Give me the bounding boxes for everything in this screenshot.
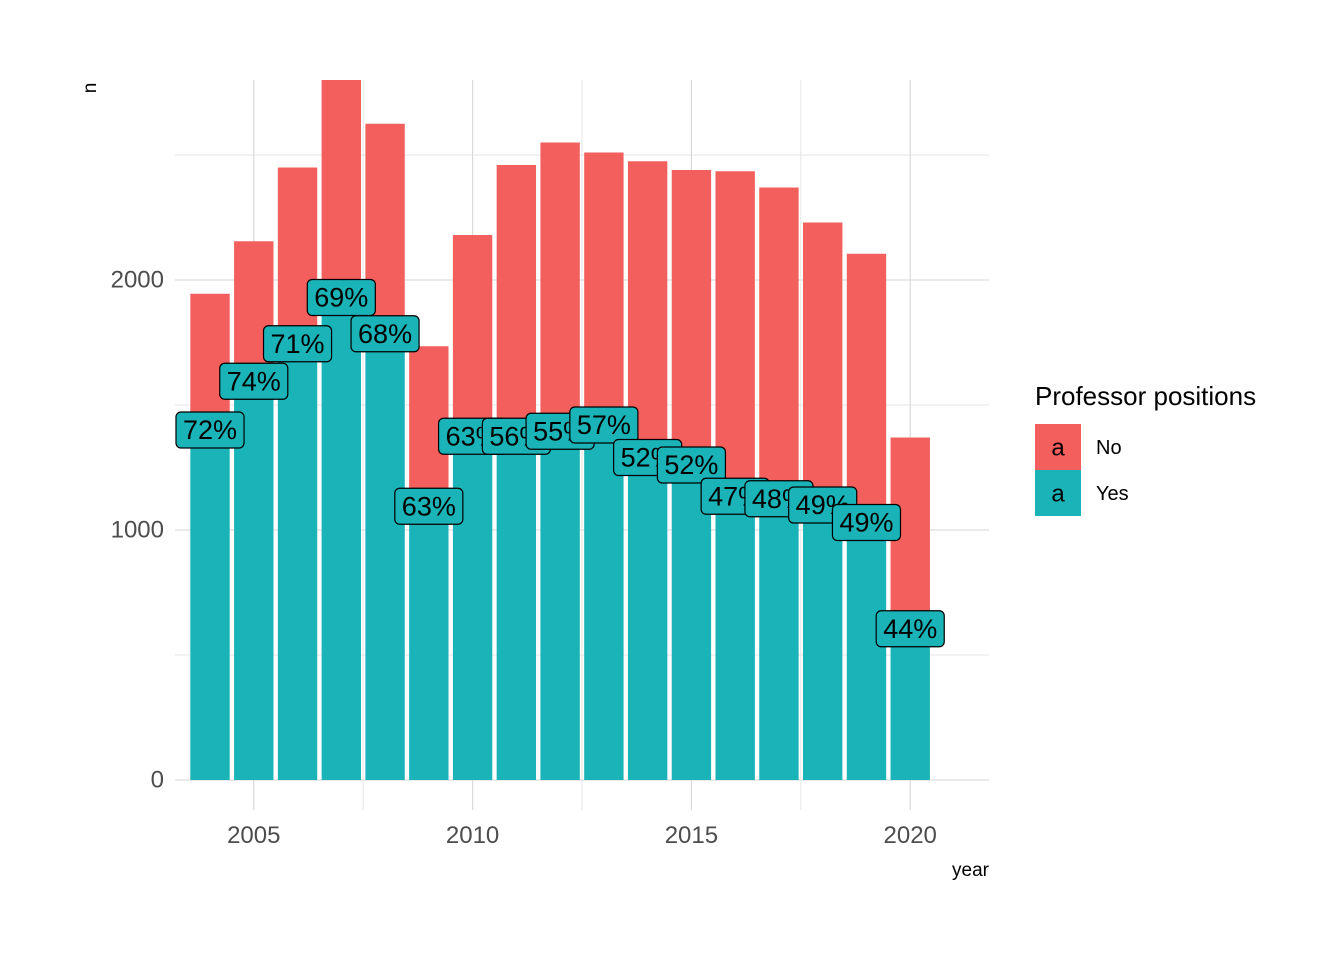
- percent-label-text: 49%: [839, 508, 893, 538]
- percent-label-2005: 74%: [219, 362, 289, 400]
- y-axis-ticks: 0 1000 2000: [111, 267, 164, 794]
- percent-label-box: [656, 446, 727, 484]
- percent-label-box: [306, 278, 376, 317]
- percent-label-text: 63%: [402, 491, 456, 521]
- percent-label-box: [875, 610, 945, 648]
- bar-no-2015: [671, 170, 712, 465]
- percent-label-text: 69%: [314, 283, 368, 313]
- legend-item-yes: a Yes: [1035, 470, 1129, 516]
- bars: [190, 80, 930, 780]
- bar-no-2011: [496, 165, 537, 437]
- y-tick-label: 0: [151, 767, 164, 794]
- x-tick-label: 2005: [227, 822, 280, 849]
- percent-label-box: [219, 362, 289, 400]
- legend-key: [1035, 424, 1081, 470]
- percent-label-box: [175, 411, 245, 449]
- percent-label-box: [831, 503, 902, 542]
- legend: Professor positions a No a Yes: [1035, 381, 1256, 516]
- percent-labels: 72%74%71%69%68%63%63%56%55%57%52%52%47%4…: [175, 278, 945, 648]
- bar-yes-2020: [890, 628, 930, 780]
- legend-label: Yes: [1096, 483, 1129, 505]
- bar-yes-2014: [627, 457, 668, 780]
- bar-no-2017: [759, 187, 799, 499]
- bar-no-2019: [846, 253, 887, 523]
- bar-no-2006: [277, 167, 318, 344]
- y-axis-title: n: [80, 83, 101, 94]
- legend-item-no: a No: [1035, 424, 1122, 470]
- bar-yes-2009: [409, 506, 449, 780]
- bar-no-2007: [321, 80, 361, 298]
- x-tick-label: 2015: [665, 822, 718, 849]
- bar-yes-2004: [190, 430, 230, 780]
- bar-yes-2016: [715, 496, 755, 780]
- x-axis-ticks: 2005 2010 2015 2020: [227, 822, 937, 849]
- percent-label-text: 74%: [227, 366, 281, 396]
- percent-label-2020: 44%: [875, 610, 945, 648]
- percent-label-2009: 63%: [394, 487, 464, 525]
- x-tick-label: 2010: [446, 822, 499, 849]
- bar-no-2018: [803, 222, 843, 505]
- legend-label: No: [1096, 437, 1122, 459]
- bar-yes-2017: [759, 498, 799, 780]
- x-axis-title: year: [952, 860, 990, 881]
- percent-label-text: 57%: [577, 410, 631, 440]
- percent-label-text: 71%: [271, 329, 325, 359]
- bar-yes-2008: [365, 333, 405, 780]
- bar-yes-2006: [277, 343, 318, 780]
- bar-no-2012: [540, 142, 580, 432]
- percent-label-2019: 49%: [831, 503, 902, 542]
- bar-yes-2018: [803, 505, 843, 780]
- bar-yes-2007: [321, 297, 361, 780]
- percent-label-box: [569, 406, 639, 444]
- percent-label-text: 44%: [883, 614, 937, 644]
- percent-label-2007: 69%: [306, 278, 376, 317]
- legend-key: [1035, 470, 1081, 516]
- percent-label-text: 52%: [664, 450, 718, 480]
- legend-key-glyph: a: [1051, 435, 1065, 462]
- bar-no-2004: [190, 293, 230, 430]
- bar-no-2013: [584, 152, 624, 425]
- bar-yes-2019: [846, 522, 887, 780]
- percent-label-2004: 72%: [175, 411, 245, 449]
- percent-label-box: [394, 487, 464, 525]
- y-tick-label: 1000: [111, 517, 164, 544]
- bar-yes-2015: [671, 465, 712, 780]
- legend-key-glyph: a: [1051, 481, 1065, 508]
- percent-label-2006: 71%: [262, 325, 333, 363]
- bar-no-2010: [452, 235, 493, 437]
- bar-yes-2012: [540, 431, 580, 780]
- legend-title: Professor positions: [1035, 381, 1256, 411]
- x-tick-label: 2020: [884, 822, 937, 849]
- percent-label-2013: 57%: [569, 406, 639, 444]
- percent-label-text: 72%: [183, 415, 237, 445]
- percent-label-box: [350, 315, 420, 353]
- percent-label-text: 68%: [358, 319, 412, 349]
- bar-yes-2013: [584, 425, 624, 780]
- y-tick-label: 2000: [111, 267, 164, 294]
- bar-yes-2011: [496, 436, 537, 780]
- percent-label-2015: 52%: [656, 446, 727, 484]
- bar-no-2016: [715, 171, 755, 497]
- percent-label-2008: 68%: [350, 315, 420, 353]
- percent-label-box: [262, 325, 333, 363]
